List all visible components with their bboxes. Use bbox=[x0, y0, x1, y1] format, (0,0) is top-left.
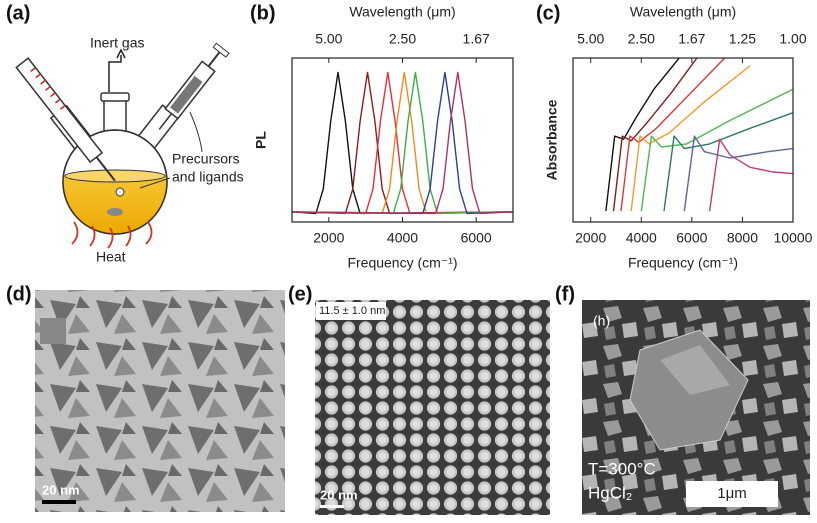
x-tick-label: 4000 bbox=[387, 230, 418, 246]
y-axis-title: PL bbox=[253, 131, 269, 149]
series-line bbox=[292, 71, 513, 215]
x-tick-label: 2000 bbox=[313, 230, 344, 246]
x-tick-label: 6000 bbox=[676, 230, 707, 246]
y-axis-title: Absorbance bbox=[544, 99, 560, 180]
series-line bbox=[292, 71, 513, 215]
panel-label: (c) bbox=[536, 2, 560, 24]
series-line bbox=[663, 112, 793, 212]
series-line bbox=[620, 58, 726, 212]
x2-tick-label: 5.00 bbox=[577, 31, 604, 47]
x-tick-label: 6000 bbox=[461, 230, 492, 246]
tem-image-e: (e) 11.5 ± 1.0 nm 20 nm bbox=[288, 283, 550, 515]
series-line bbox=[292, 71, 513, 215]
precursors-label: Precursors bbox=[172, 151, 240, 167]
x2-tick-label: 1.25 bbox=[729, 31, 756, 47]
x2-tick-label: 1.67 bbox=[463, 31, 490, 47]
heat-label: Heat bbox=[96, 249, 126, 265]
series-line bbox=[683, 135, 793, 212]
inset-label: (h) bbox=[593, 313, 610, 329]
tem-image-d: (d) 20 nm bbox=[6, 283, 285, 512]
plot-frame bbox=[572, 57, 794, 223]
chart: (b) Wavelength (μm) Frequency (cm⁻¹) PL 2000… bbox=[250, 2, 514, 271]
x2-axis-title: Wavelength (μm) bbox=[349, 4, 455, 20]
panel-label: (f) bbox=[555, 283, 575, 305]
x2-axis-title: Wavelength (μm) bbox=[630, 4, 736, 20]
precursor-label: HgCl₂ bbox=[588, 483, 632, 502]
panel-label: (b) bbox=[250, 2, 276, 24]
series-line bbox=[640, 88, 793, 212]
series-line bbox=[708, 138, 793, 212]
scale-bar-label: 1μm bbox=[717, 485, 746, 502]
x2-tick-label: 1.67 bbox=[678, 31, 705, 47]
panel-label: (d) bbox=[6, 283, 32, 305]
panel-label: (e) bbox=[288, 283, 312, 305]
x2-tick-label: 5.00 bbox=[315, 31, 342, 47]
series-line bbox=[605, 58, 680, 212]
panel-label: (a) bbox=[6, 2, 30, 24]
chart: (c) Wavelength (μm) Frequency (cm⁻¹) Absorb… bbox=[536, 2, 813, 270]
series-line bbox=[292, 71, 513, 215]
temperature-label: T=300°C bbox=[588, 459, 656, 478]
flask-diagram: (a) Inert gas Precursors and ligands bbox=[6, 2, 244, 264]
x-axis-title: Frequency (cm⁻¹) bbox=[628, 255, 738, 271]
scale-bar-label: 20 nm bbox=[42, 482, 80, 497]
series-line bbox=[630, 65, 751, 212]
x-tick-label: 10000 bbox=[774, 230, 813, 246]
series-line bbox=[292, 71, 513, 215]
gas-label: Inert gas bbox=[90, 35, 144, 51]
plot-area bbox=[605, 58, 793, 212]
series-line bbox=[612, 58, 698, 212]
x-axis-title: Frequency (cm⁻¹) bbox=[347, 255, 457, 271]
plot-area bbox=[292, 71, 513, 215]
x2-tick-label: 2.50 bbox=[628, 31, 655, 47]
x-tick-label: 8000 bbox=[727, 230, 758, 246]
precursors-label: and ligands bbox=[172, 169, 244, 185]
size-label: 11.5 ± 1.0 nm bbox=[319, 305, 385, 317]
series-line bbox=[292, 71, 513, 215]
x2-tick-label: 1.00 bbox=[779, 31, 806, 47]
sem-image-f: (f) (h) T=300°C HgCl₂ 1μm bbox=[555, 283, 810, 515]
scale-bar-label: 20 nm bbox=[320, 487, 358, 502]
x2-tick-label: 2.50 bbox=[389, 31, 416, 47]
x-tick-label: 2000 bbox=[575, 230, 606, 246]
series-line bbox=[292, 71, 513, 215]
x-tick-label: 4000 bbox=[626, 230, 657, 246]
